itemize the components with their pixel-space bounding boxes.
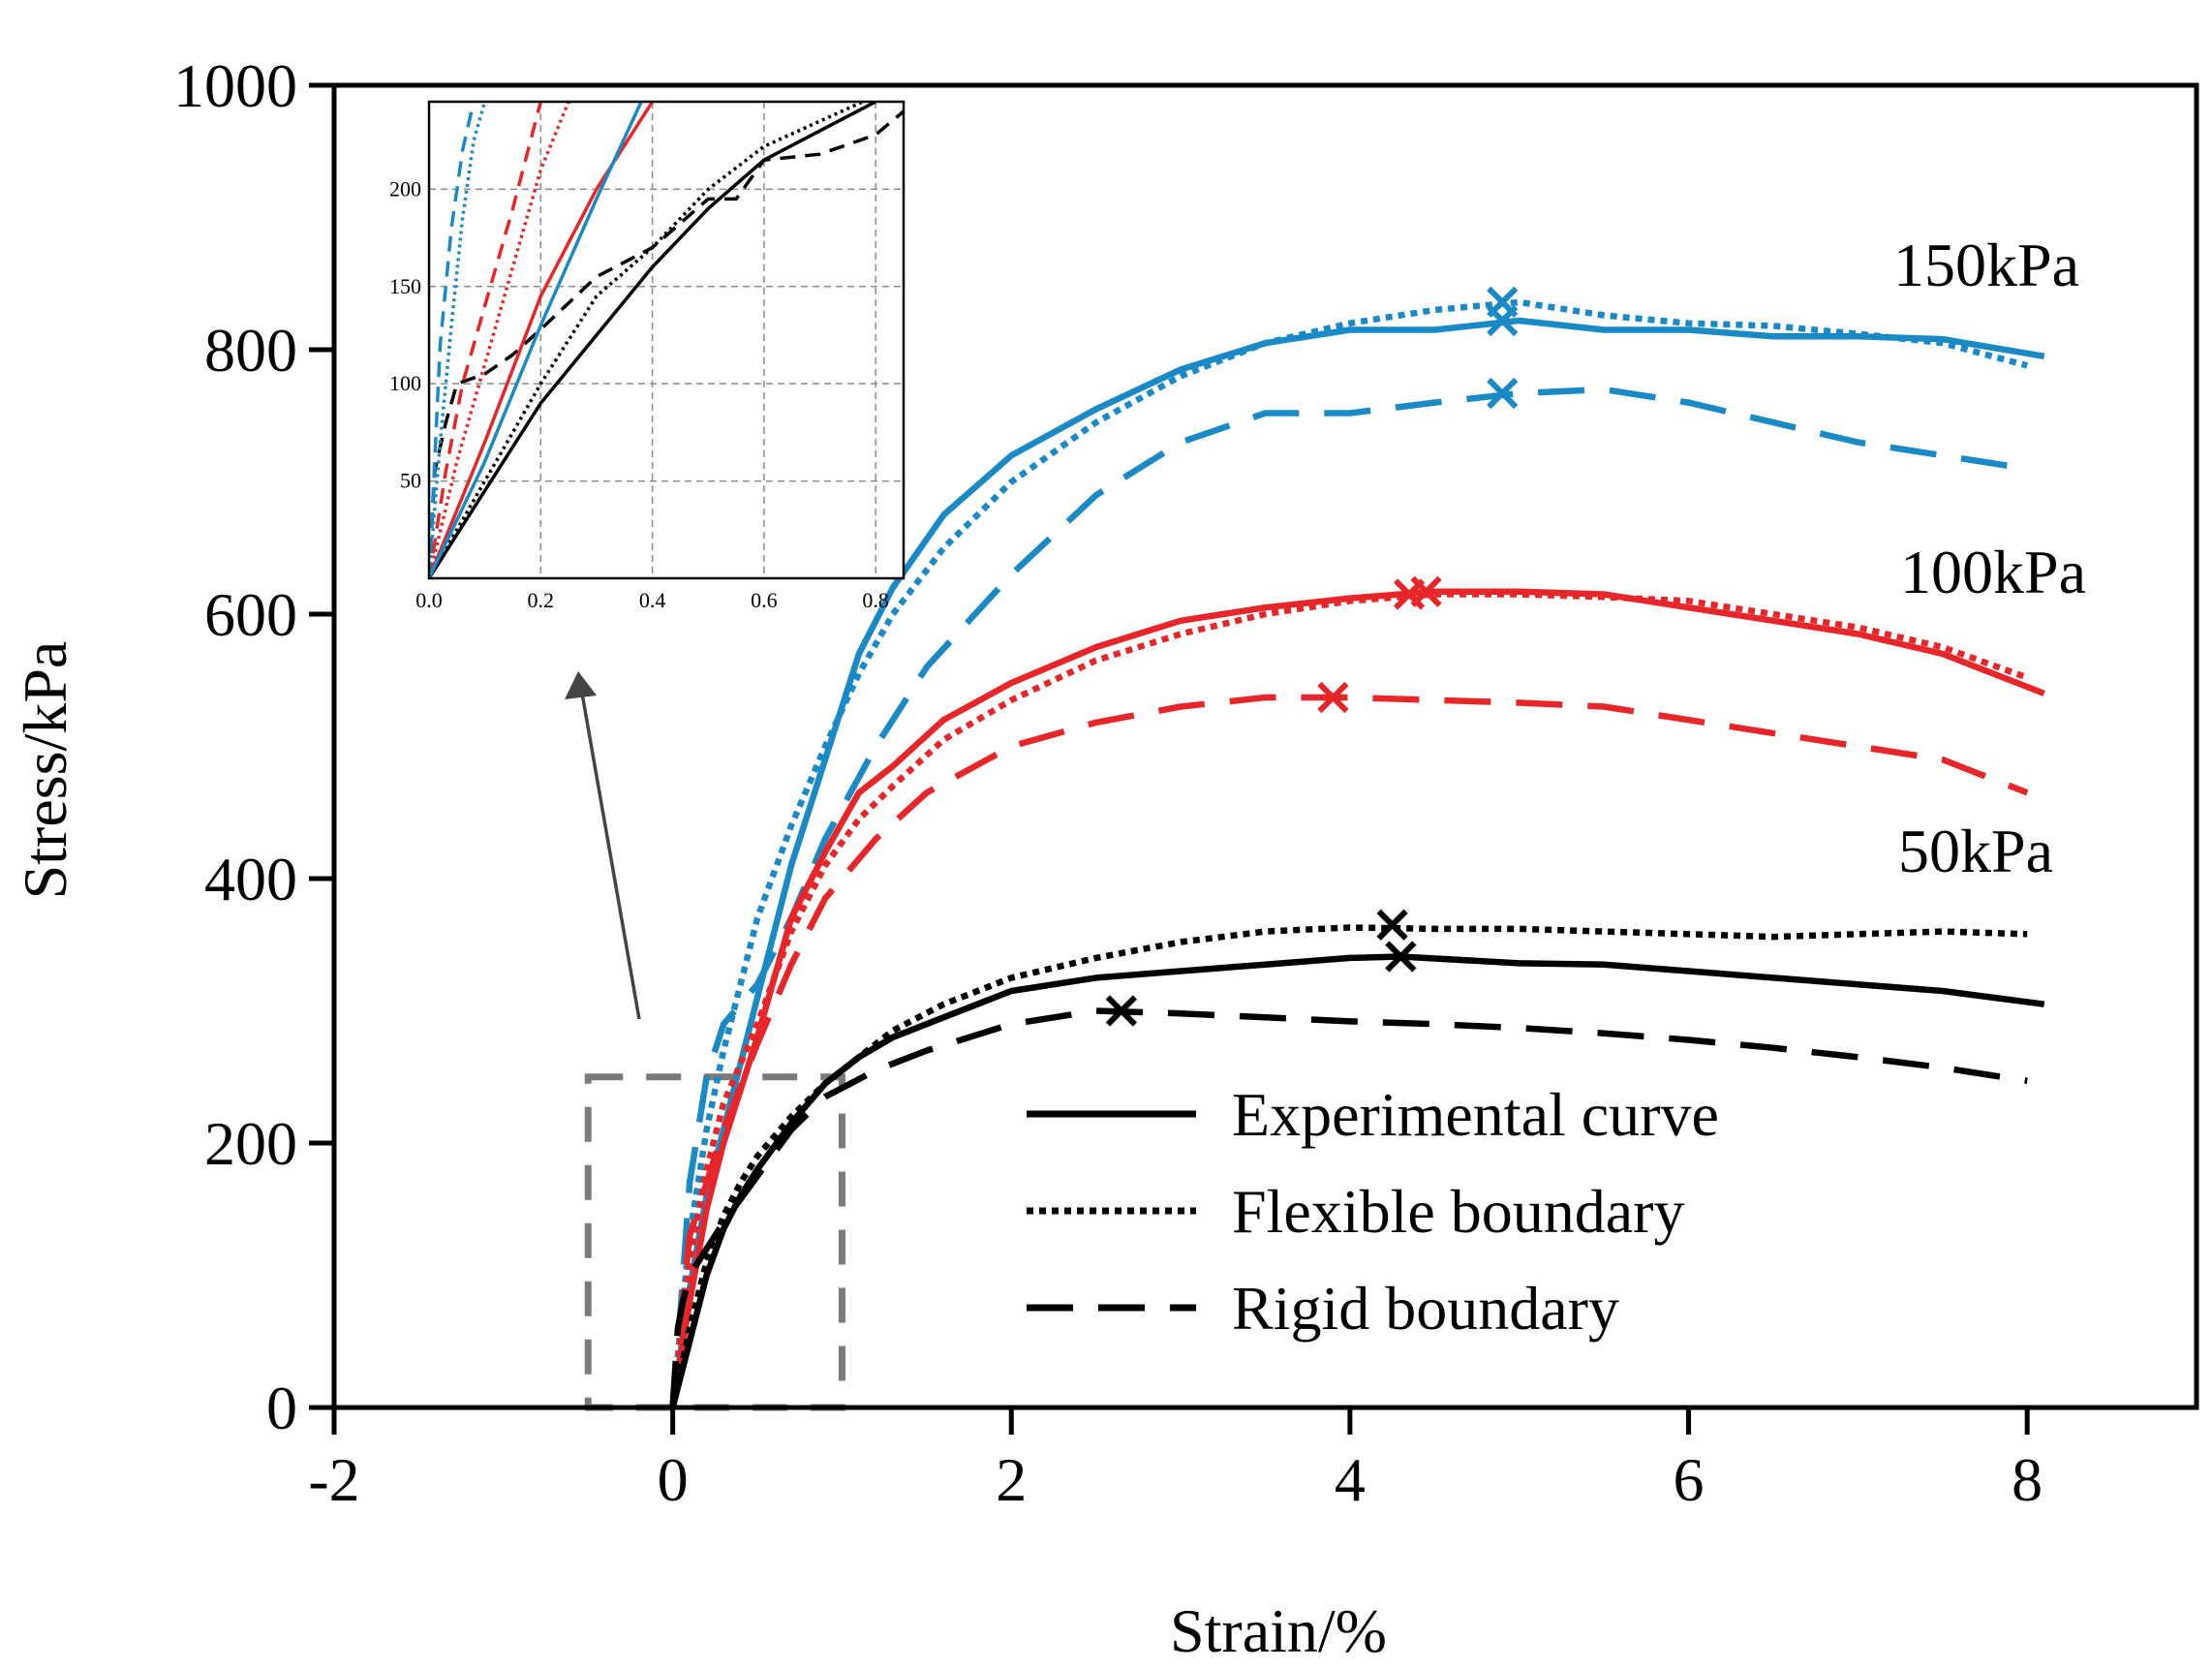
x-tick-label: 2 xyxy=(996,1445,1027,1514)
inset-series-50kPa-solid xyxy=(429,102,877,578)
inset-plot: 0.0 0.2 0.4 0.6 0.8 50 100 150 200 xyxy=(389,100,906,612)
series-line-150kPa-dashed xyxy=(669,386,2028,1408)
legend-label-experimental: Experimental curve xyxy=(1232,1080,1719,1149)
inset-background xyxy=(429,102,904,578)
peak-marker-100kPa-dashed xyxy=(1317,681,1349,714)
inset-series-150kPa-solid xyxy=(429,102,643,578)
x-tick-label: 6 xyxy=(1674,1445,1705,1514)
inset-y-tick-label: 100 xyxy=(389,371,421,395)
legend-label-flexible: Flexible boundary xyxy=(1232,1177,1684,1246)
y-tick-label: 800 xyxy=(204,316,297,385)
series-line-100kPa-dashed xyxy=(669,694,2029,1408)
label-100kpa: 100kPa xyxy=(1900,538,2086,606)
inset-x-tick-label: 0.8 xyxy=(862,588,889,612)
peak-marker-50kPa-solid xyxy=(1385,941,1417,973)
series-line-100kPa-dotted xyxy=(669,591,2029,1408)
inset-series-150kPa-dashed xyxy=(429,102,476,578)
inset-x-tick-label: 0.2 xyxy=(528,588,555,612)
zoom-arrow-head xyxy=(565,671,597,699)
x-axis: -2 0 2 4 6 8 xyxy=(308,1407,2043,1514)
inset-y-tick-label: 50 xyxy=(400,469,421,493)
peak-marker-50kPa-dotted xyxy=(1376,909,1408,941)
x-tick-label: 4 xyxy=(1335,1445,1366,1514)
label-50kpa: 50kPa xyxy=(1898,817,2053,885)
inset-y-tick-label: 150 xyxy=(389,274,421,298)
y-axis-title: Stress/kPa xyxy=(11,641,79,900)
x-axis-title: Strain/% xyxy=(1170,1596,1387,1665)
y-tick-label: 600 xyxy=(204,580,297,649)
x-tick-label: -2 xyxy=(308,1445,359,1514)
y-axis: 0 200 400 600 800 1000 xyxy=(173,51,334,1442)
peak-marker-150kPa-dotted xyxy=(1487,286,1519,318)
legend-label-rigid: Rigid boundary xyxy=(1232,1274,1619,1343)
inset-series-100kPa-dotted xyxy=(429,102,570,578)
y-tick-label: 200 xyxy=(204,1109,297,1178)
x-tick-label: 8 xyxy=(2012,1445,2043,1514)
inset-x-tick-label: 0.4 xyxy=(639,588,666,612)
plot-frame xyxy=(331,82,2199,1410)
x-tick-label: 0 xyxy=(658,1445,689,1514)
peak-marker-150kPa-dashed xyxy=(1487,377,1519,410)
inset-x-tick-label: 0.0 xyxy=(415,588,443,612)
label-150kpa: 150kPa xyxy=(1893,231,2079,299)
zoom-region-box xyxy=(584,1073,845,1411)
inset-series-150kPa-dotted xyxy=(429,102,487,578)
series-line-50kPa-dotted xyxy=(669,924,2028,1408)
y-tick-label: 1000 xyxy=(173,51,297,120)
main-plot-area xyxy=(331,82,2199,1411)
y-tick-label: 400 xyxy=(204,845,297,913)
legend: Experimental curve Flexible boundary Rig… xyxy=(1027,1080,1719,1343)
zoom-arrow xyxy=(579,687,641,1020)
series-line-50kPa-dashed xyxy=(669,1007,2028,1408)
peak-marker-100kPa-dotted xyxy=(1393,578,1426,610)
inset-series-100kPa-dashed xyxy=(429,102,542,578)
inset-x-tick-label: 0.6 xyxy=(751,588,778,612)
peak-marker-50kPa-dashed xyxy=(1105,995,1138,1027)
y-tick-label: 0 xyxy=(266,1374,297,1442)
series-line-150kPa-dotted xyxy=(669,298,2029,1408)
series-line-100kPa-solid xyxy=(669,588,2045,1408)
inset-frame xyxy=(427,100,906,580)
inset-y-tick-label: 200 xyxy=(389,176,421,201)
